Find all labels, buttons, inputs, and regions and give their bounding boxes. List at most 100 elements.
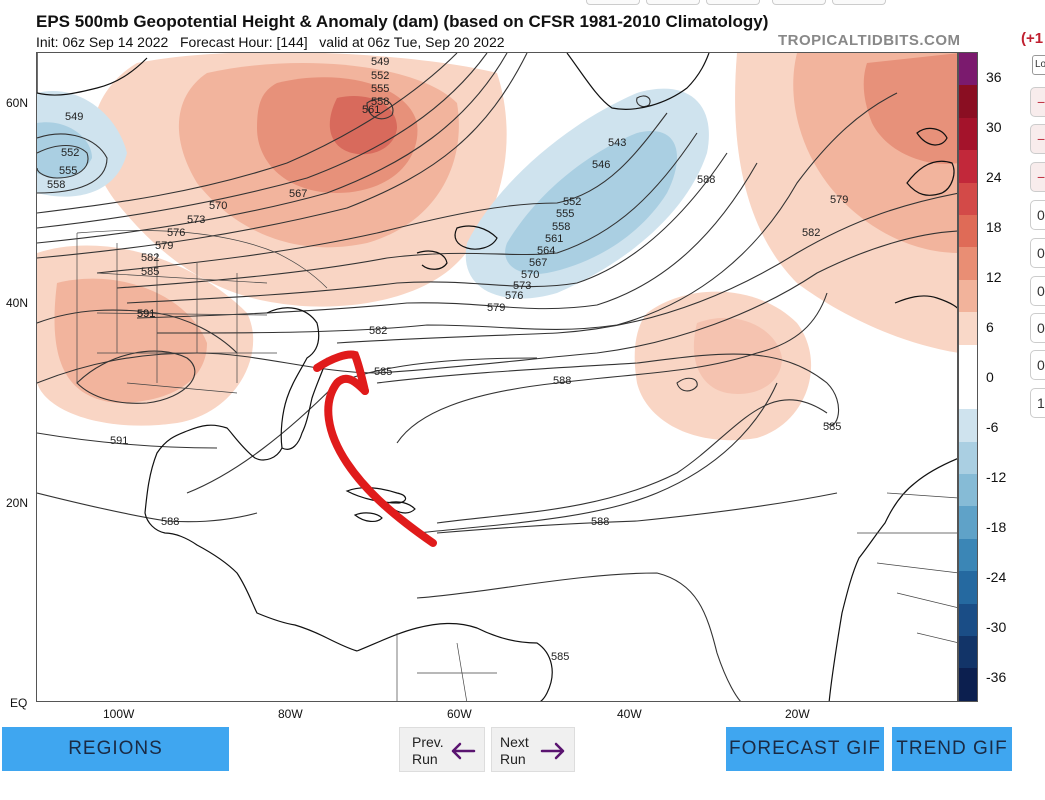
chart-title: EPS 500mb Geopotential Height & Anomaly … [36, 12, 769, 31]
contour-label: 579 [155, 240, 173, 252]
lon-label: 40W [617, 707, 642, 721]
lat-label: EQ [10, 696, 28, 710]
colorbar-swatch [959, 538, 977, 572]
lat-label: 20N [6, 496, 29, 510]
sidebar-button[interactable]: − [1030, 124, 1045, 154]
colorbar-swatch [959, 117, 977, 151]
contour-label: 591 [110, 435, 128, 447]
contour-label: 573 [513, 280, 531, 292]
arrow-left-icon [451, 742, 476, 760]
regions-button[interactable]: REGIONS [2, 727, 229, 771]
contour-label: 555 [371, 83, 389, 95]
contour-label: 579 [830, 194, 848, 206]
site-watermark: TROPICALTIDBITS.COM [778, 32, 961, 49]
colorbar-swatch [959, 85, 977, 118]
forecast-hour: Forecast Hour: [144] [180, 34, 308, 50]
contour-label: 591 [137, 308, 155, 320]
top-partial-button[interactable] [646, 0, 700, 5]
level-select[interactable]: Lo [1032, 55, 1045, 75]
colorbar-tick: 18 [986, 219, 1002, 235]
colorbar-swatch [959, 441, 977, 475]
colorbar-swatch [959, 150, 977, 183]
lon-label: 100W [103, 707, 135, 721]
sidebar-button[interactable]: − [1030, 162, 1045, 192]
coastlines [37, 53, 957, 701]
trend-gif-button[interactable]: TREND GIF [892, 727, 1012, 771]
contour-label: 558 [371, 96, 389, 108]
sidebar-button[interactable]: 0 [1030, 200, 1045, 230]
colorbar-tick: 12 [986, 269, 1002, 285]
colorbar-tick: -36 [986, 669, 1007, 685]
prev-run-button[interactable]: Prev. Run [399, 727, 485, 772]
sidebar-button[interactable]: 0 [1030, 313, 1045, 343]
lon-label: 80W [278, 707, 303, 721]
contour-label: 552 [371, 70, 389, 82]
colorbar-tick: -30 [986, 619, 1007, 635]
next-run-line1: Next [500, 734, 529, 750]
contour-label: 588 [553, 375, 571, 387]
contour-label: 576 [505, 290, 523, 302]
colorbar-tick: 0 [986, 369, 994, 385]
colorbar-tick: 36 [986, 69, 1002, 85]
contour-label: 591 [137, 308, 155, 320]
colorbar-tick: 30 [986, 119, 1002, 135]
sidebar-button[interactable]: 0 [1030, 238, 1045, 268]
contour-label: 552 [563, 196, 581, 208]
contour-label: 567 [529, 257, 547, 269]
sidebar-button[interactable]: − [1030, 87, 1045, 117]
top-partial-button[interactable] [706, 0, 760, 5]
offset-label: (+1 [1021, 30, 1044, 47]
colorbar-swatch [959, 474, 977, 507]
prev-run-label: Prev. Run [412, 734, 444, 768]
sidebar-button[interactable]: 1 [1030, 388, 1045, 418]
next-run-label: Next Run [500, 734, 529, 768]
contour-label: 570 [209, 200, 227, 212]
top-partial-button[interactable] [586, 0, 640, 5]
map-canvas: 549 552 555 558 561 543 546 552 555 558 … [37, 53, 957, 701]
contour-label: 546 [592, 159, 610, 171]
sidebar-button[interactable]: 0 [1030, 350, 1045, 380]
contour-label: 588 [591, 516, 609, 528]
sidebar-button[interactable]: 0 [1030, 276, 1045, 306]
colorbar-swatch [959, 506, 977, 539]
next-run-button[interactable]: Next Run [491, 727, 575, 772]
contour-label: 567 [289, 188, 307, 200]
colorbar-tick: -6 [986, 419, 999, 435]
contour-label: 585 [823, 421, 841, 433]
colorbar-swatch [959, 279, 977, 313]
contour-label: 549 [65, 111, 83, 123]
colorbar-tick: -12 [986, 469, 1007, 485]
contour-label: 582 [141, 252, 159, 264]
colorbar-swatch [959, 214, 977, 248]
colorbar-swatch [959, 344, 977, 377]
contour-label: 558 [552, 221, 570, 233]
contour-label: 576 [167, 227, 185, 239]
forecast-map: 549 552 555 558 561 543 546 552 555 558 … [36, 52, 958, 702]
contour-label: 585 [551, 651, 569, 663]
colorbar-swatch [959, 53, 977, 86]
contour-label: 582 [802, 227, 820, 239]
colorbar-swatch [959, 571, 977, 604]
contour-label: 558 [47, 179, 65, 191]
colorbar-swatch [959, 668, 977, 701]
chart-subtitle: Init: 06z Sep 14 2022 Forecast Hour: [14… [36, 34, 505, 50]
next-run-line2: Run [500, 751, 526, 767]
prev-run-line1: Prev. [412, 734, 444, 750]
colorbar-swatch [959, 247, 977, 280]
anomaly-colorbar [958, 52, 978, 702]
top-partial-button[interactable] [832, 0, 886, 5]
colorbar-swatch [959, 182, 977, 215]
contour-label: 555 [59, 165, 77, 177]
contour-label: 543 [608, 137, 626, 149]
top-partial-button[interactable] [772, 0, 826, 5]
colorbar-swatch [959, 376, 977, 410]
contour-label: 588 [161, 516, 179, 528]
colorbar-swatch [959, 409, 977, 442]
contour-label: 564 [537, 245, 555, 257]
lon-label: 60W [447, 707, 472, 721]
forecast-gif-button[interactable]: FORECAST GIF [726, 727, 884, 771]
colorbar-tick: -18 [986, 519, 1007, 535]
colorbar-swatch [959, 603, 977, 637]
contour-label: 573 [187, 214, 205, 226]
contour-label: 561 [362, 104, 380, 116]
